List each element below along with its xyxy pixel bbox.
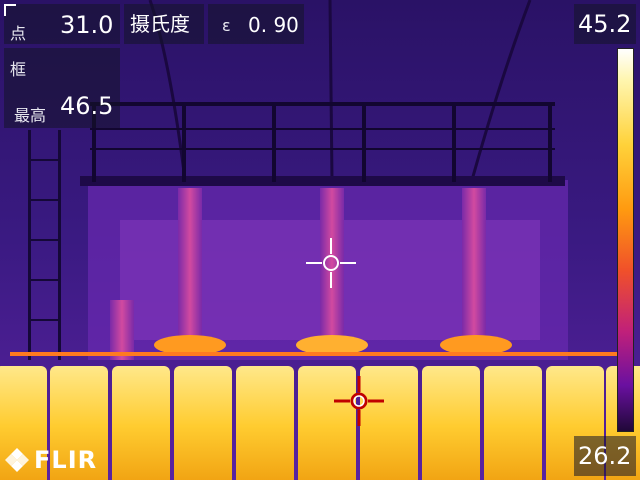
emissivity-symbol: ε	[222, 16, 231, 35]
emissivity-value: 0. 90	[248, 13, 299, 37]
flir-logo: FLIR	[4, 444, 97, 476]
spot-measurement-box: 点 31.0	[4, 4, 120, 44]
spot-corner-marker	[4, 4, 16, 16]
box-measurement-panel: 框 最高 46.5	[4, 48, 120, 128]
box-max-label: 最高	[14, 106, 47, 125]
scale-min-value: 26.2	[578, 442, 632, 470]
scale-max-value: 45.2	[578, 10, 632, 38]
flir-brand-text: FLIR	[34, 446, 98, 474]
emissivity-box: ε 0. 90	[208, 4, 304, 44]
flir-logo-icon	[5, 448, 29, 472]
temperature-scale-bar	[617, 48, 634, 432]
box-label: 框	[10, 60, 27, 79]
spot-label: 点	[10, 24, 27, 43]
spot-value: 31.0	[60, 11, 114, 39]
spot-crosshair-icon	[306, 238, 356, 288]
box-max-value: 46.5	[60, 92, 114, 120]
scale-max-box: 45.2	[574, 4, 636, 44]
hot-spot-marker-icon	[334, 376, 384, 426]
scale-min-box: 26.2	[574, 436, 636, 476]
unit-box: 摄氏度	[124, 4, 204, 44]
unit-label: 摄氏度	[130, 12, 190, 36]
